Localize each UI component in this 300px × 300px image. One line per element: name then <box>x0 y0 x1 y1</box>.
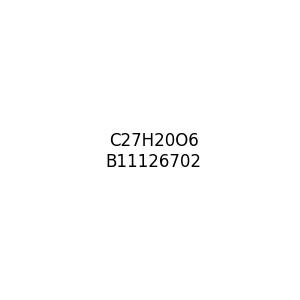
Text: C27H20O6
B11126702: C27H20O6 B11126702 <box>106 132 202 171</box>
